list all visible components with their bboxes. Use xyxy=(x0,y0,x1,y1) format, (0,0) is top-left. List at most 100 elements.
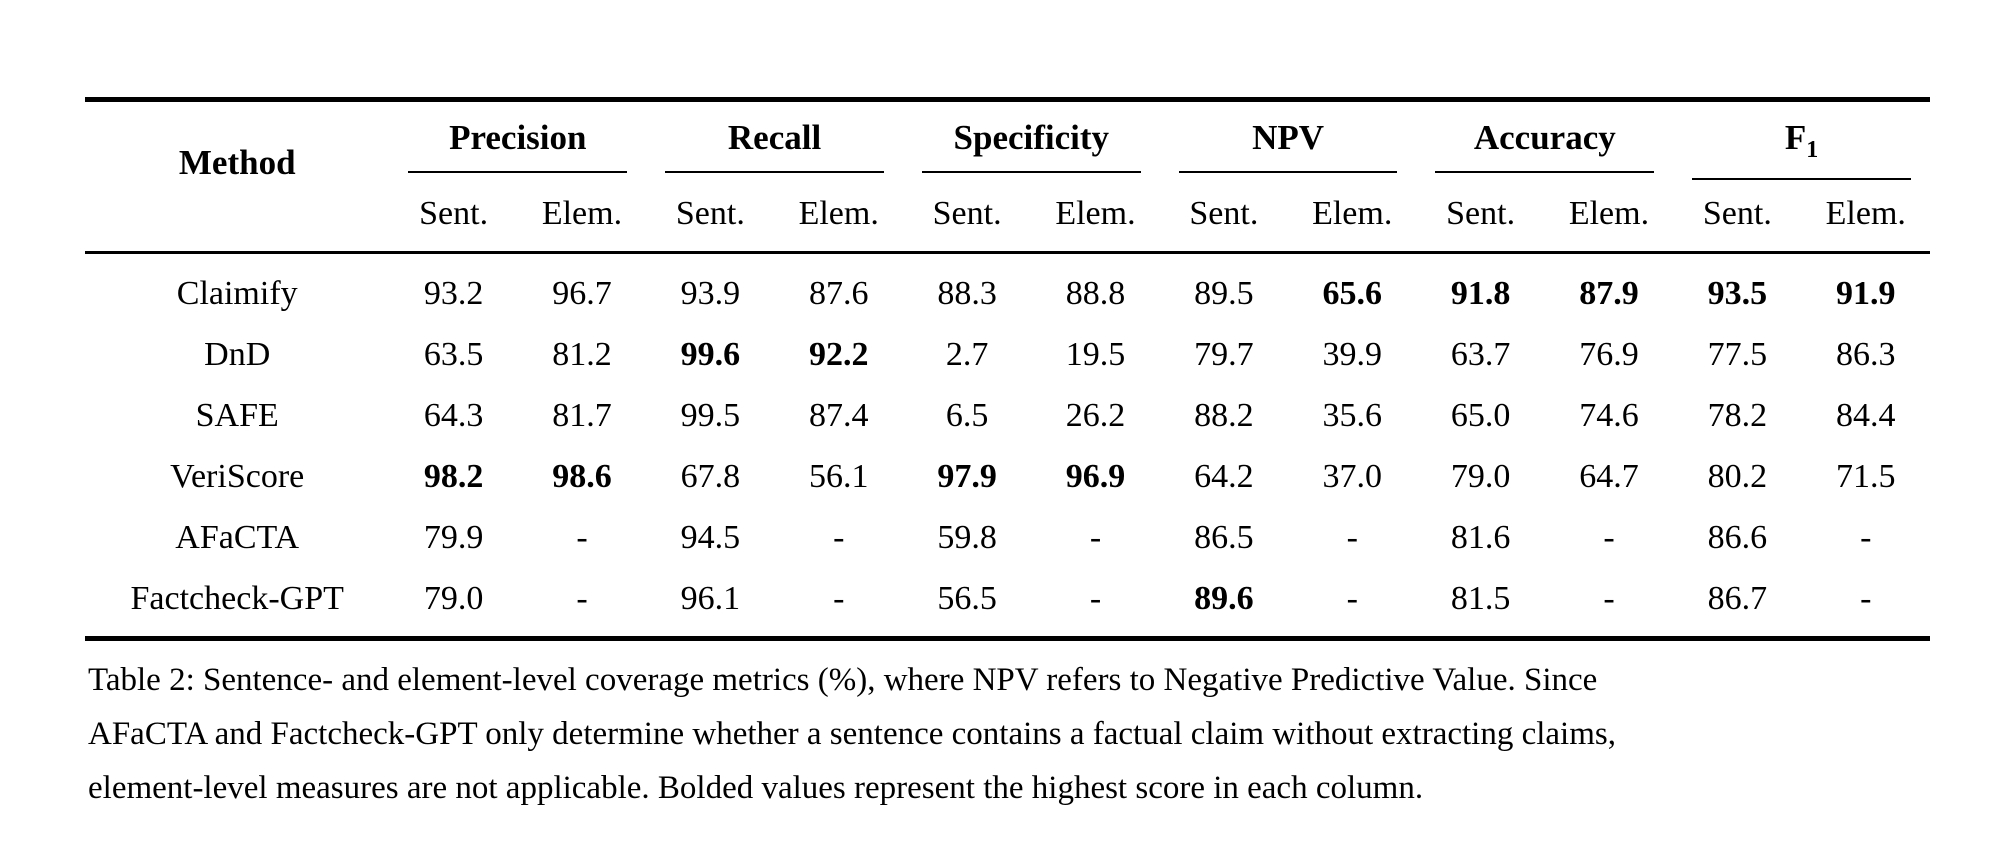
column-header-npv-elem: Elem. xyxy=(1312,194,1393,232)
value-cell: 79.0 xyxy=(1450,458,1511,496)
value-cell: 37.0 xyxy=(1322,458,1382,496)
value-cell: 86.6 xyxy=(1707,519,1768,557)
value-cell: 81.6 xyxy=(1450,519,1511,557)
group-label: Recall xyxy=(647,118,902,158)
value-cell: 86.7 xyxy=(1707,580,1768,618)
value-cell: 99.6 xyxy=(680,336,741,374)
value-cell: 2.7 xyxy=(945,336,989,374)
column-header-recall-elem: Elem. xyxy=(798,194,879,232)
value-cell: 92.2 xyxy=(808,336,869,374)
value-cell: 56.1 xyxy=(808,458,869,496)
method-cell: VeriScore xyxy=(170,458,305,496)
column-header-f-sent: Sent. xyxy=(1702,194,1772,232)
value-cell: 96.1 xyxy=(680,580,741,618)
value-cell: - xyxy=(1860,580,1872,618)
value-cell: 91.8 xyxy=(1450,275,1511,313)
group-label-text: NPV xyxy=(1252,118,1325,157)
value-cell: 81.2 xyxy=(552,336,612,374)
value-cell: - xyxy=(1603,519,1615,557)
group-label-text: Recall xyxy=(727,118,822,157)
value-cell: - xyxy=(833,519,845,557)
column-header-recall-sent: Sent. xyxy=(675,194,745,232)
method-cell: SAFE xyxy=(195,397,279,435)
value-cell: - xyxy=(1860,519,1872,557)
value-cell: - xyxy=(1603,580,1615,618)
value-cell: 88.8 xyxy=(1065,275,1126,313)
value-cell: - xyxy=(833,580,845,618)
value-cell: 80.2 xyxy=(1707,458,1768,496)
group-underline xyxy=(665,171,884,174)
value-cell: 63.7 xyxy=(1450,336,1511,374)
table-row-veriscore: VeriScore 98.2 98.6 67.8 56.1 97.9 96.9 64.2 37.… xyxy=(85,447,1930,508)
column-header-accuracy-sent: Sent. xyxy=(1446,194,1516,232)
table-row-safe: SAFE 64.3 81.7 99.5 87.4 6.5 26.2 88.2 35.6 65.0 7… xyxy=(85,386,1930,447)
table-body: Claimify 93.2 96.7 93.9 87.6 88.3 88.8 89.5 65.6… xyxy=(85,252,1930,638)
group-label-subscript: 1 xyxy=(1806,137,1819,163)
value-cell: 59.8 xyxy=(937,519,997,557)
value-cell: - xyxy=(1089,519,1102,557)
value-cell: 63.5 xyxy=(423,336,484,374)
value-cell: 99.5 xyxy=(680,397,741,435)
column-header-accuracy-elem: Elem. xyxy=(1568,194,1650,232)
value-cell: 87.9 xyxy=(1579,275,1639,313)
group-label: Accuracy xyxy=(1417,118,1672,158)
value-cell: 6.5 xyxy=(945,397,989,435)
value-cell: 86.5 xyxy=(1194,519,1254,557)
sub-header-row: Sent. Elem. Sent. Elem. Sent. Elem. Sent. Elem.… xyxy=(85,181,1930,253)
value-cell: 98.6 xyxy=(552,458,612,496)
value-cell: 86.3 xyxy=(1836,336,1896,374)
value-cell: 79.9 xyxy=(423,519,484,557)
table-row-factcheck-gpt: Factcheck-GPT 79.0 - 96.1 - 56.5 - 89.6 - 81.5 - 86… xyxy=(85,569,1930,639)
value-cell: 98.2 xyxy=(423,458,484,496)
value-cell: 88.2 xyxy=(1194,397,1254,435)
value-cell: 89.6 xyxy=(1194,580,1254,618)
value-cell: 79.7 xyxy=(1194,336,1254,374)
column-group-f: F1 xyxy=(1673,100,1930,181)
value-cell: - xyxy=(576,580,588,618)
value-cell: - xyxy=(1346,580,1358,618)
value-cell: 67.8 xyxy=(680,458,741,496)
value-cell: 64.3 xyxy=(423,397,484,435)
table-caption: Table 2: Sentence- and element-level cov… xyxy=(88,653,1988,815)
value-cell: 79.0 xyxy=(423,580,484,618)
value-cell: 78.2 xyxy=(1707,397,1768,435)
group-label: Specificity xyxy=(904,118,1159,158)
group-underline xyxy=(1178,171,1398,174)
caption-line: Table 2: Sentence- and element-level cov… xyxy=(88,662,1598,698)
value-cell: 89.5 xyxy=(1194,275,1254,313)
group-label-text: Precision xyxy=(449,118,587,157)
value-cell: - xyxy=(576,519,588,557)
group-label-text: F xyxy=(1784,118,1807,157)
method-cell: Claimify xyxy=(176,275,298,313)
value-cell: 87.4 xyxy=(808,397,869,435)
group-header-row: Method Precision Recall Specificity NPV Accu… xyxy=(85,100,1930,182)
value-cell: 56.5 xyxy=(937,580,997,618)
group-label: NPV xyxy=(1161,118,1416,158)
method-cell: DnD xyxy=(204,336,271,374)
value-cell: 96.9 xyxy=(1065,458,1126,496)
value-cell: 71.5 xyxy=(1836,458,1896,496)
group-underline xyxy=(1692,177,1911,180)
value-cell: 93.5 xyxy=(1707,275,1768,313)
column-header-specificity-elem: Elem. xyxy=(1055,194,1136,232)
column-group-recall: Recall xyxy=(646,100,903,181)
method-cell: AFaCTA xyxy=(175,519,300,557)
value-cell: 87.6 xyxy=(808,275,869,313)
value-cell: 93.9 xyxy=(680,275,741,313)
caption-line: element-level measures are not applicabl… xyxy=(88,770,1424,806)
value-cell: 65.0 xyxy=(1450,397,1511,435)
column-group-npv: NPV xyxy=(1160,100,1417,181)
value-cell: 88.3 xyxy=(937,275,997,313)
value-cell: 81.7 xyxy=(552,397,612,435)
value-cell: 65.6 xyxy=(1322,275,1382,313)
value-cell: 35.6 xyxy=(1322,397,1382,435)
group-underline xyxy=(1435,171,1655,174)
value-cell: 81.5 xyxy=(1450,580,1511,618)
table-row-afacta: AFaCTA 79.9 - 94.5 - 59.8 - 86.5 - 81.6 - 86.6 - xyxy=(85,508,1930,569)
column-group-precision: Precision xyxy=(389,100,646,181)
value-cell: 94.5 xyxy=(680,519,741,557)
column-header-specificity-sent: Sent. xyxy=(932,194,1002,232)
value-cell: 84.4 xyxy=(1836,397,1896,435)
value-cell: 64.7 xyxy=(1579,458,1639,496)
